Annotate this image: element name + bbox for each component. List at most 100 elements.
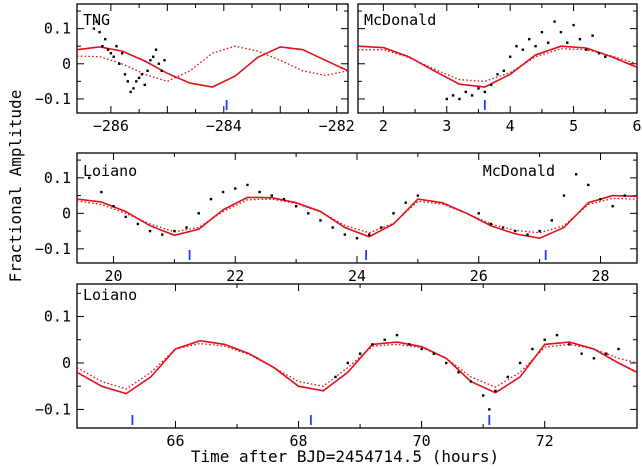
x-tick-label: −286: [93, 117, 129, 135]
data-point: [258, 190, 261, 194]
data-point: [604, 55, 607, 58]
data-point: [502, 69, 506, 73]
y-tick-label: 0.1: [44, 308, 71, 326]
data-point: [534, 44, 537, 48]
data-point: [319, 219, 322, 222]
data-point: [451, 94, 455, 97]
data-point: [574, 173, 578, 176]
data-point: [152, 55, 155, 58]
data-point: [550, 219, 553, 222]
data-point: [578, 37, 582, 41]
data-point: [591, 34, 594, 37]
data-point: [623, 194, 627, 197]
chart-panel-bottom: 66 68 70 72 −0.1 0 0.1 Loiano: [35, 283, 638, 450]
x-tick-label: 72: [536, 432, 554, 450]
data-point: [521, 48, 525, 51]
y-axis-title: Fractional Amplitude: [6, 90, 25, 283]
data-point: [346, 361, 349, 365]
x-tick-label: −284: [206, 117, 242, 135]
data-point: [562, 194, 566, 197]
data-point: [470, 94, 474, 97]
data-point: [197, 212, 200, 215]
data-point: [538, 229, 541, 233]
panel-plot-area: [358, 20, 637, 101]
panel-frame: [76, 3, 349, 114]
data-point: [587, 183, 590, 187]
data-point: [98, 30, 101, 34]
data-point: [137, 76, 141, 80]
chart-panel-top-left: −286 −284 −282 −0.1 0 0.1 TNG: [35, 3, 355, 135]
data-point: [597, 52, 601, 55]
data-point: [464, 90, 467, 94]
x-tick-label: 20: [104, 267, 122, 285]
data-point: [420, 347, 423, 351]
data-point: [477, 212, 480, 215]
data-point: [123, 73, 127, 76]
data-point: [92, 27, 96, 30]
data-point: [124, 215, 127, 219]
data-point: [209, 197, 213, 201]
y-tick-label: 0.1: [44, 169, 71, 187]
series-line-solid: [77, 46, 348, 88]
data-point: [334, 375, 337, 379]
data-point: [157, 62, 161, 65]
data-point: [380, 226, 383, 229]
data-point: [282, 197, 286, 201]
data-point: [143, 83, 146, 87]
data-point: [481, 394, 485, 397]
data-point: [161, 233, 164, 236]
data-point: [432, 352, 436, 355]
chart-panel-middle: 20 22 24 26 28 −0.1 0 0.1 Loiano McDonald: [35, 152, 638, 285]
data-point: [383, 338, 386, 341]
y-tick-label: 0: [62, 55, 71, 73]
data-point: [371, 343, 374, 346]
observatory-label: McDonald: [483, 162, 555, 180]
x-tick-label: 6: [632, 117, 641, 135]
data-point: [246, 183, 249, 187]
data-point: [395, 333, 399, 337]
data-point: [149, 59, 152, 62]
data-point: [494, 389, 497, 393]
data-point: [514, 229, 517, 233]
data-point: [343, 233, 347, 236]
data-point: [483, 90, 487, 94]
data-point: [270, 194, 273, 197]
data-point: [518, 361, 522, 365]
data-point: [477, 87, 480, 90]
x-tick-label: 66: [166, 432, 184, 450]
data-point: [528, 37, 531, 41]
x-tick-label: 24: [348, 267, 366, 285]
x-tick-label: 2: [379, 117, 388, 135]
series-line-solid: [358, 45, 637, 88]
data-point: [358, 352, 362, 355]
data-point: [307, 212, 310, 215]
data-point: [489, 83, 493, 87]
data-point: [617, 347, 620, 351]
data-point: [173, 229, 176, 233]
panel-plot-area: [77, 20, 348, 94]
data-point: [592, 357, 596, 360]
x-tick-label: 28: [591, 267, 609, 285]
data-point: [416, 194, 420, 197]
data-point: [611, 205, 614, 208]
observatory-label: TNG: [83, 11, 110, 29]
data-point: [148, 229, 152, 233]
panel-frame: [357, 3, 638, 114]
data-point: [508, 55, 512, 58]
data-point: [599, 197, 602, 201]
data-point: [469, 380, 473, 383]
data-point: [445, 97, 448, 101]
x-tick-label: 68: [290, 432, 308, 450]
data-point: [501, 226, 505, 229]
x-tick-label: 4: [506, 117, 515, 135]
data-point: [515, 44, 518, 48]
data-point: [146, 69, 149, 73]
data-point: [367, 233, 371, 236]
data-point: [566, 41, 569, 44]
data-point: [488, 408, 491, 411]
data-point: [568, 343, 571, 346]
y-tick-label: −0.1: [35, 240, 71, 258]
data-point: [572, 23, 575, 27]
data-point: [531, 347, 534, 351]
x-tick-label: 70: [413, 432, 431, 450]
